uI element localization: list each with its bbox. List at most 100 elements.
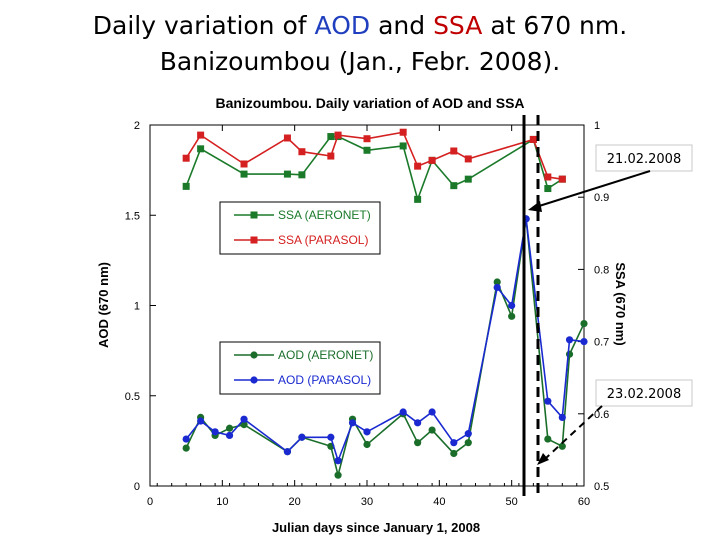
y-right-tick-label: 0.8 — [594, 264, 609, 276]
x-tick-label: 40 — [433, 496, 445, 508]
data-point — [508, 301, 516, 310]
y-left-tick-label: 0 — [134, 481, 140, 493]
data-point — [399, 128, 407, 136]
data-point — [197, 417, 205, 425]
callout-arrow-21-02 — [535, 170, 651, 208]
data-point — [240, 160, 248, 168]
legend-label: AOD (AERONET) — [278, 348, 373, 362]
data-point — [544, 435, 552, 443]
data-point — [464, 430, 472, 438]
y-left-tick-label: 0.5 — [125, 391, 140, 403]
data-point — [327, 133, 335, 141]
data-point — [334, 457, 342, 465]
arrowhead-21-02 — [528, 201, 542, 212]
legend-label: SSA (PARASOL) — [278, 233, 368, 247]
legend-box — [219, 341, 381, 395]
data-point — [580, 338, 588, 346]
data-point — [529, 135, 537, 143]
series-line — [185, 135, 563, 202]
data-point — [399, 142, 407, 150]
data-point — [464, 439, 472, 447]
legend-label: AOD (PARASOL) — [278, 373, 371, 387]
data-point — [334, 131, 342, 139]
slide-title-line1: Daily variation of AOD and SSA at 670 nm… — [0, 8, 720, 44]
data-point — [544, 173, 552, 181]
title-aod: AOD — [314, 11, 371, 40]
data-point — [327, 152, 335, 160]
title-text: at 670 nm. — [482, 11, 628, 40]
data-point — [197, 145, 205, 153]
data-point — [414, 439, 422, 447]
y-right-tick-label: 0.6 — [594, 409, 609, 421]
data-point — [363, 135, 371, 143]
data-point — [428, 156, 436, 164]
series-0 — [182, 133, 566, 203]
y-right-tick-label: 0.5 — [594, 481, 609, 493]
data-point — [414, 195, 422, 203]
legend-box — [219, 201, 381, 255]
data-point — [580, 319, 588, 328]
legend-swatch-marker — [250, 211, 258, 219]
data-point — [283, 448, 292, 456]
data-point — [565, 336, 574, 344]
data-point — [558, 413, 566, 422]
data-point — [493, 278, 501, 286]
x-tick-label: 10 — [216, 496, 228, 508]
data-point — [298, 433, 306, 441]
data-point — [450, 439, 458, 447]
title-text: and — [370, 11, 434, 40]
slide-title: Daily variation of AOD and SSA at 670 nm… — [0, 8, 720, 80]
data-point — [182, 435, 190, 443]
data-point — [558, 442, 566, 450]
slide-title-line2: Banizoumbou (Jan., Febr. 2008). — [159, 47, 561, 76]
data-point — [508, 312, 516, 320]
data-point — [182, 154, 190, 162]
data-point — [283, 134, 291, 142]
series-1 — [182, 128, 566, 183]
x-axis-label: Julian days since January 1, 2008 — [272, 520, 480, 535]
y-left-tick-label: 2 — [134, 120, 140, 132]
title-text: Daily variation of — [92, 11, 315, 40]
data-point — [450, 182, 458, 190]
y-left-tick-label: 1 — [134, 301, 140, 313]
data-point — [363, 428, 371, 436]
callout-label-21-02: 21.02.2008 — [607, 152, 681, 167]
data-point — [225, 431, 234, 440]
data-point — [283, 170, 291, 178]
data-point — [544, 185, 552, 193]
x-tick-label: 20 — [289, 496, 301, 508]
data-point — [211, 428, 219, 436]
data-point — [327, 433, 335, 441]
x-tick-label: 60 — [578, 496, 590, 508]
data-point — [240, 170, 248, 178]
data-point — [544, 397, 552, 405]
legend-swatch-marker — [250, 236, 258, 244]
data-point — [348, 419, 357, 427]
y-axis-right-label: SSA (670 nm) — [613, 262, 628, 345]
data-point — [558, 175, 566, 183]
y-right-tick-label: 0.7 — [594, 337, 609, 349]
legend-swatch-marker — [250, 351, 258, 359]
data-point — [182, 182, 190, 190]
data-point — [240, 415, 248, 423]
data-point — [197, 131, 205, 139]
data-point — [428, 426, 436, 434]
data-point — [363, 146, 371, 154]
y-right-tick-label: 0.9 — [594, 192, 609, 204]
data-point — [565, 350, 574, 358]
data-point — [240, 421, 248, 429]
callout-label-23-02: 23.02.2008 — [607, 387, 681, 402]
x-tick-label: 50 — [506, 496, 518, 508]
data-point — [414, 419, 422, 427]
legend-label: SSA (AERONET) — [278, 208, 371, 222]
data-point — [464, 175, 472, 183]
data-point — [399, 408, 407, 416]
series-3 — [182, 215, 588, 465]
data-point — [493, 283, 501, 292]
y-left-tick-label: 1.5 — [125, 210, 140, 222]
data-point — [450, 147, 458, 155]
data-point — [298, 171, 306, 179]
legend-swatch-marker — [250, 376, 258, 384]
data-point — [363, 440, 371, 449]
